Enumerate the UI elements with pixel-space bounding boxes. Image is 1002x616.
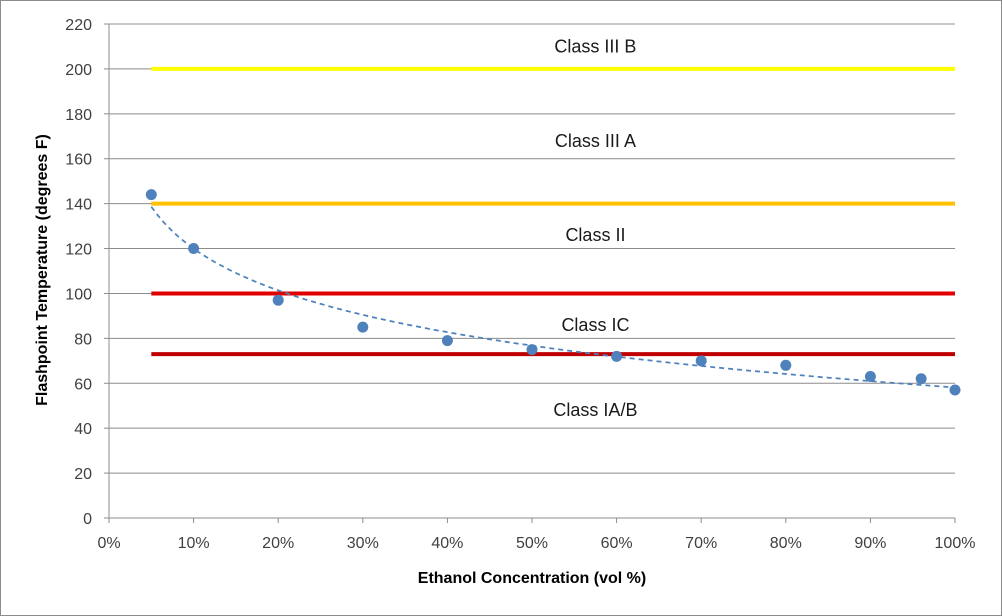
- trendline-path: [150, 206, 956, 389]
- y-tick-label: 80: [74, 331, 92, 348]
- threshold-lines: [151, 66, 955, 357]
- y-tick-label: 180: [65, 107, 92, 124]
- y-tick-label: 120: [65, 242, 92, 259]
- band-label: Class III B: [554, 36, 636, 56]
- data-point: [949, 384, 961, 396]
- x-tick-label: 70%: [685, 535, 717, 552]
- data-point: [864, 371, 876, 383]
- data-point: [611, 350, 623, 362]
- y-tick-label: 100: [65, 286, 92, 303]
- y-tick-label: 40: [74, 421, 92, 438]
- x-tick-label: 50%: [516, 535, 548, 552]
- y-tick-label: 60: [74, 376, 92, 393]
- data-point: [145, 189, 157, 201]
- y-tick-label: 0: [83, 511, 92, 528]
- x-tick-label: 30%: [347, 535, 379, 552]
- axes: [104, 23, 956, 523]
- y-tick-label: 160: [65, 152, 92, 169]
- data-points: [145, 189, 961, 396]
- band-label: Class IC: [561, 315, 629, 335]
- trendline: [150, 206, 956, 389]
- x-axis-title: Ethanol Concentration (vol %): [418, 570, 646, 587]
- gridlines: [109, 23, 955, 474]
- y-axis-title: Flashpoint Temperature (degrees F): [34, 134, 51, 406]
- data-point: [695, 355, 707, 367]
- class-band-labels: Class III B Class III A Class II Class IC Cl…: [553, 36, 637, 420]
- data-point: [526, 344, 538, 356]
- x-tick-label: 100%: [935, 535, 976, 552]
- data-point: [188, 243, 200, 255]
- x-tick-label: 80%: [770, 535, 802, 552]
- x-tick-label: 10%: [178, 535, 210, 552]
- band-label: Class III A: [555, 131, 636, 151]
- x-tick-label: 90%: [854, 535, 886, 552]
- band-label: Class IA/B: [553, 400, 637, 420]
- data-point: [357, 321, 369, 333]
- y-tick-label: 200: [65, 62, 92, 79]
- y-tick-label: 140: [65, 197, 92, 214]
- data-point: [780, 359, 792, 371]
- tick-labels: 0 20 40 60 80 100 120 140 160 180 200 220 0% 10% 20% 30…: [65, 17, 975, 552]
- x-tick-label: 0%: [97, 535, 120, 552]
- data-point: [915, 373, 927, 385]
- data-point: [272, 294, 284, 306]
- y-tick-label: 20: [74, 466, 92, 483]
- x-tick-label: 60%: [601, 535, 633, 552]
- data-point: [441, 335, 453, 347]
- y-tick-label: 220: [65, 17, 92, 34]
- band-label: Class II: [565, 225, 625, 245]
- x-tick-label: 40%: [431, 535, 463, 552]
- x-tick-label: 20%: [262, 535, 294, 552]
